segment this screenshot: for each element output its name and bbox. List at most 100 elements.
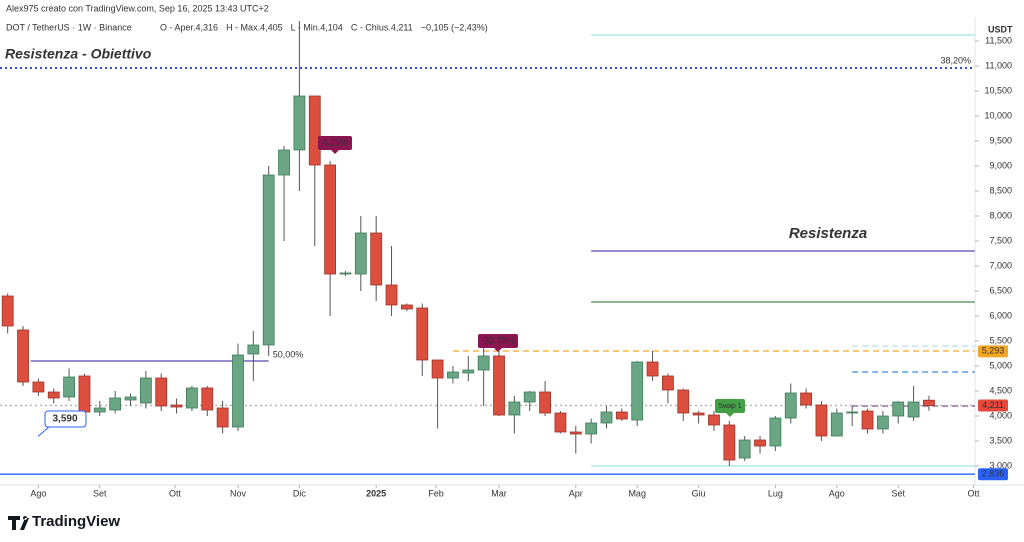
candle-body [155,377,168,407]
level-label: 38,20% [940,55,971,65]
price-tag-label: 5,293 [982,346,1005,356]
candle-body [631,361,644,421]
legend-value: 4,104 [320,22,343,32]
candle-body [247,344,260,355]
x-tick-label: Mag [628,488,646,498]
candle-body [262,174,275,346]
y-tick-label: 8,500 [989,185,1012,195]
candle-body [554,412,567,433]
legend-label: O - Aper. [160,22,196,32]
legend-value: 4,316 [196,22,219,32]
y-tick-label: 6,000 [989,310,1012,320]
x-tick-label: Set [93,488,107,498]
y-tick-label: 3,500 [989,435,1012,445]
candle-body [615,411,628,420]
candle-body [692,412,705,416]
price-callout-label: 3,590 [52,414,77,425]
candle-body [754,439,766,447]
callout-box [478,334,518,348]
callout-label: 4.21% [322,137,348,147]
candle-body [477,355,490,371]
annotation: Resistenza - Obiettivo [5,46,152,62]
candle-body [63,376,75,398]
y-unit: USDT [988,24,1013,34]
candle-body [93,407,106,413]
candle-body [124,396,137,401]
x-tick-label: Ago [30,488,46,498]
candle-body [308,95,321,166]
candle-body [447,371,459,379]
y-tick-label: 11,000 [985,60,1012,70]
y-tick-label: 7,000 [989,260,1012,270]
callout-label: Swap 1 [718,403,741,410]
candle-body [892,401,905,417]
y-tick-label: 9,000 [989,160,1012,170]
candle-body [815,404,828,437]
candle-body [109,397,122,411]
candle-body [539,391,551,414]
candle-body [416,307,429,361]
price-tag-label: 2,836 [982,469,1005,479]
y-tick-label: 4,000 [989,410,1012,420]
candle-body [370,232,383,286]
candle-body [600,411,613,424]
candle-body [47,391,60,399]
x-tick-label: Ott [169,488,182,498]
x-tick-label: Giu [692,488,706,498]
candle-body [493,355,505,416]
price-callout-line [37,425,51,437]
x-tick-label: Feb [428,488,444,498]
candle-body [723,424,736,461]
x-tick-label: Ago [829,488,845,498]
x-tick-label: Apr [569,488,583,498]
candle-body [846,411,859,414]
x-tick-label: Mar [491,488,507,498]
callout-label: -22.79% [481,335,515,345]
candle-body [585,422,598,435]
candle-body [431,359,444,379]
candle-body [17,329,29,383]
price-tag-label: 4,211 [982,400,1004,410]
candle-body [662,375,674,391]
candle-body [201,387,214,411]
candle-body [78,375,91,413]
callout-arrow [726,413,734,417]
candle-body [170,404,183,408]
candle-body [354,232,367,275]
candle-body [324,164,337,275]
y-tick-label: 7,500 [989,235,1012,245]
candle-body [139,377,152,404]
callout-box [715,399,745,413]
candle-body [646,361,659,377]
y-tick-label: 5,500 [989,335,1012,345]
candle-body [923,399,935,406]
candle-body [216,407,229,428]
price-tag [978,468,1008,481]
legend-label: L - Min. [291,22,321,32]
price-tag [978,345,1008,358]
candle-body [339,272,352,275]
candle-body [232,354,244,428]
candle-body [830,412,843,437]
y-tick-label: 3,000 [989,460,1012,470]
callout-arrow [494,348,502,352]
candle-body [462,369,475,374]
candle-body [569,431,582,435]
candle-body [293,95,306,151]
annotation: Resistenza [789,225,867,242]
candle-body [1,295,14,327]
candle-body [385,284,398,306]
brand: TradingView [32,513,120,530]
y-tick-label: 8,000 [989,210,1012,220]
legend-value: 4,211 [391,22,413,32]
candle-body [769,417,782,447]
candle-body [800,392,813,406]
price-callout-box [44,410,87,428]
y-tick-label: 5,000 [989,360,1012,370]
x-tick-label: Nov [230,488,247,498]
candle-body [400,304,413,310]
candle-body [508,401,521,416]
price-tag [978,399,1008,412]
candle-body [32,381,45,393]
